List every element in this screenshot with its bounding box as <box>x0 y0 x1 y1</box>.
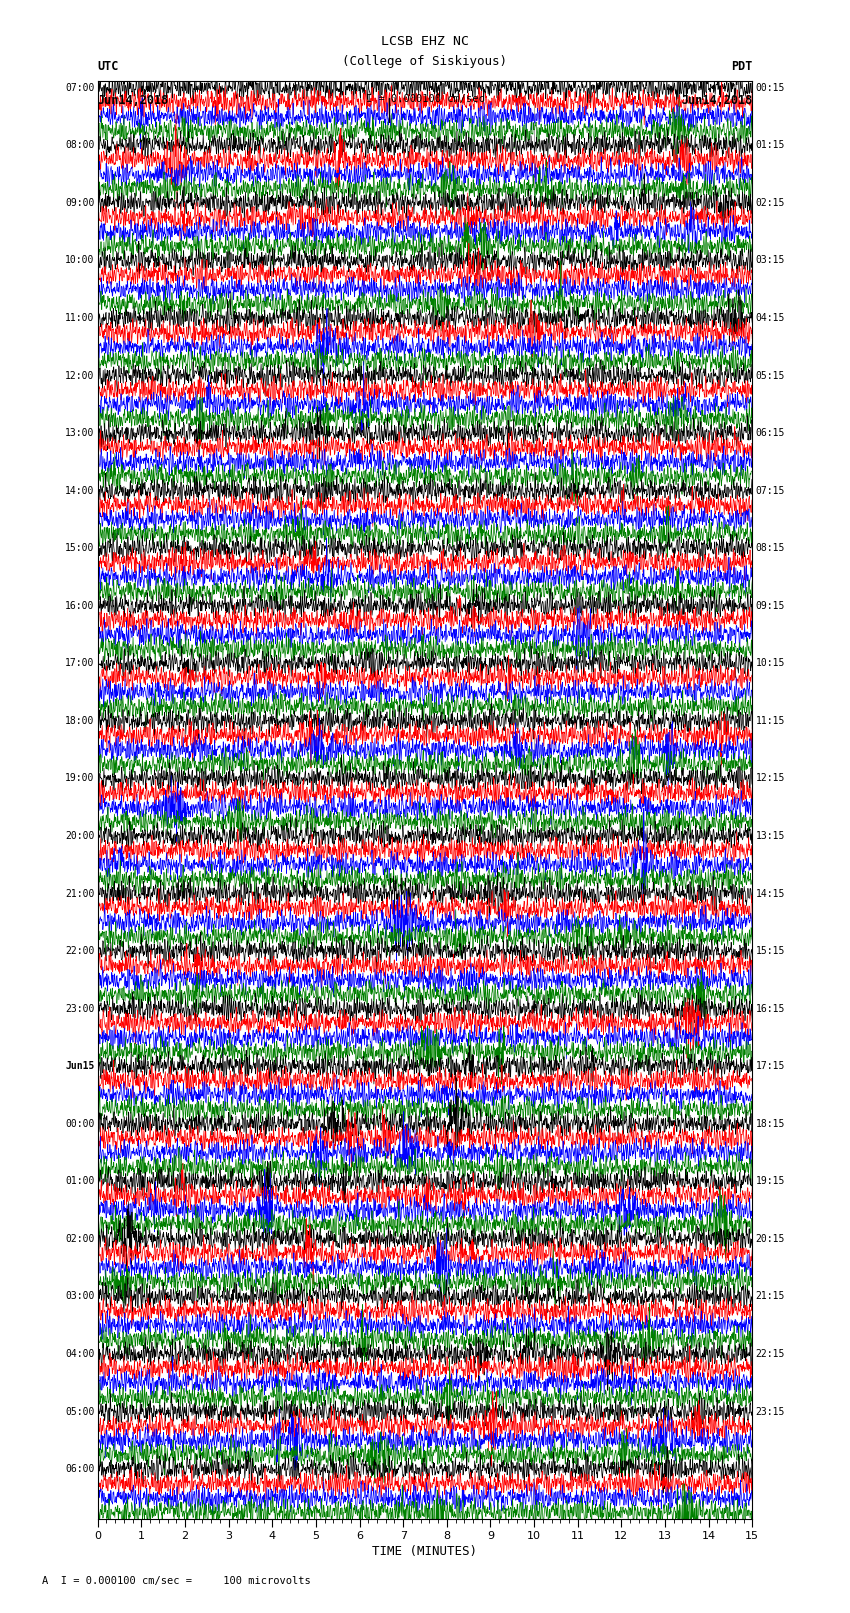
Text: 20:00: 20:00 <box>65 831 94 840</box>
Text: 17:00: 17:00 <box>65 658 94 668</box>
Text: 04:00: 04:00 <box>65 1348 94 1360</box>
Text: 23:00: 23:00 <box>65 1003 94 1013</box>
Text: 21:15: 21:15 <box>756 1292 785 1302</box>
Text: 19:00: 19:00 <box>65 774 94 784</box>
Text: 05:15: 05:15 <box>756 371 785 381</box>
Text: LCSB EHZ NC: LCSB EHZ NC <box>381 35 469 48</box>
Text: 04:15: 04:15 <box>756 313 785 323</box>
Text: Jun14,2018: Jun14,2018 <box>98 94 169 106</box>
Text: 13:00: 13:00 <box>65 427 94 439</box>
Text: 06:15: 06:15 <box>756 427 785 439</box>
Text: 02:15: 02:15 <box>756 198 785 208</box>
X-axis label: TIME (MINUTES): TIME (MINUTES) <box>372 1545 478 1558</box>
Text: 12:00: 12:00 <box>65 371 94 381</box>
Text: 13:15: 13:15 <box>756 831 785 840</box>
Text: PDT: PDT <box>731 60 752 73</box>
Text: (College of Siskiyous): (College of Siskiyous) <box>343 55 507 68</box>
Text: 07:15: 07:15 <box>756 486 785 495</box>
Text: 20:15: 20:15 <box>756 1234 785 1244</box>
Text: 14:15: 14:15 <box>756 889 785 898</box>
Text: 02:00: 02:00 <box>65 1234 94 1244</box>
Text: 19:15: 19:15 <box>756 1176 785 1186</box>
Text: UTC: UTC <box>98 60 119 73</box>
Text: 09:15: 09:15 <box>756 600 785 611</box>
Text: 21:00: 21:00 <box>65 889 94 898</box>
Text: 14:00: 14:00 <box>65 486 94 495</box>
Text: 05:00: 05:00 <box>65 1407 94 1416</box>
Text: I = 0.000100 cm/sec: I = 0.000100 cm/sec <box>366 94 484 103</box>
Text: A  I = 0.000100 cm/sec =     100 microvolts: A I = 0.000100 cm/sec = 100 microvolts <box>42 1576 311 1586</box>
Text: 16:00: 16:00 <box>65 600 94 611</box>
Text: 11:00: 11:00 <box>65 313 94 323</box>
Text: 08:15: 08:15 <box>756 544 785 553</box>
Text: 11:15: 11:15 <box>756 716 785 726</box>
Text: 22:00: 22:00 <box>65 947 94 957</box>
Text: 08:00: 08:00 <box>65 140 94 150</box>
Text: 18:00: 18:00 <box>65 716 94 726</box>
Text: 03:00: 03:00 <box>65 1292 94 1302</box>
Text: 03:15: 03:15 <box>756 255 785 266</box>
Text: 09:00: 09:00 <box>65 198 94 208</box>
Text: 23:15: 23:15 <box>756 1407 785 1416</box>
Text: 10:00: 10:00 <box>65 255 94 266</box>
Text: Jun14,2018: Jun14,2018 <box>681 94 752 106</box>
Text: 15:00: 15:00 <box>65 544 94 553</box>
Text: 01:15: 01:15 <box>756 140 785 150</box>
Text: 12:15: 12:15 <box>756 774 785 784</box>
Text: 00:15: 00:15 <box>756 82 785 94</box>
Text: 22:15: 22:15 <box>756 1348 785 1360</box>
Text: 16:15: 16:15 <box>756 1003 785 1013</box>
Text: 07:00: 07:00 <box>65 82 94 94</box>
Text: 18:15: 18:15 <box>756 1119 785 1129</box>
Text: 15:15: 15:15 <box>756 947 785 957</box>
Text: Jun15: Jun15 <box>65 1061 94 1071</box>
Text: 00:00: 00:00 <box>65 1119 94 1129</box>
Text: 01:00: 01:00 <box>65 1176 94 1186</box>
Text: 17:15: 17:15 <box>756 1061 785 1071</box>
Text: 06:00: 06:00 <box>65 1465 94 1474</box>
Text: 10:15: 10:15 <box>756 658 785 668</box>
